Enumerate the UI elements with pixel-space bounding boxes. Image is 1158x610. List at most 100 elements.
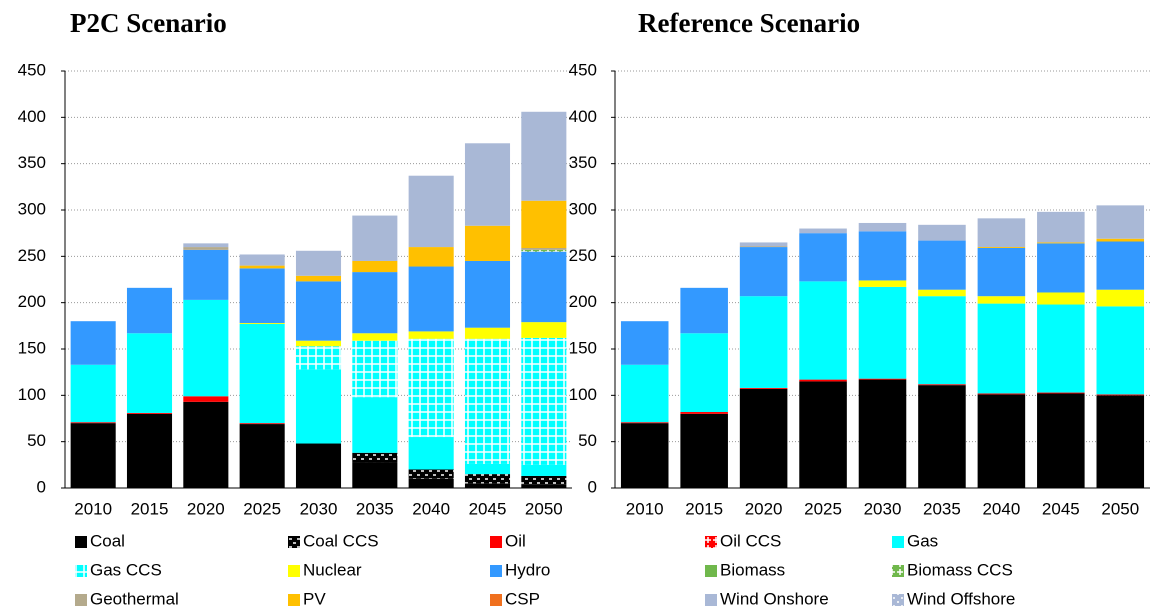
bar-segment bbox=[858, 378, 907, 380]
y-tick-label: 300 bbox=[18, 199, 46, 218]
x-tick-label: 2050 bbox=[525, 499, 563, 518]
bar-segment bbox=[739, 242, 788, 247]
bar-segment bbox=[239, 268, 285, 324]
x-tick-label: 2050 bbox=[1101, 499, 1139, 518]
legend-label: Gas CCS bbox=[90, 560, 162, 579]
bar-segment bbox=[680, 412, 728, 414]
legend-label: Geothermal bbox=[90, 589, 179, 608]
series: Hydro bbox=[70, 249, 567, 365]
bar-segment bbox=[918, 289, 966, 297]
bar-segment bbox=[352, 272, 398, 334]
bar-segment bbox=[918, 224, 966, 241]
bar-segment bbox=[183, 249, 229, 300]
y-tick-label: 400 bbox=[18, 107, 46, 126]
series: Biomass CCS bbox=[521, 249, 567, 252]
legend-label: Biomass CCS bbox=[907, 560, 1013, 579]
bar-segment bbox=[239, 423, 285, 425]
series: Coal bbox=[620, 379, 1145, 488]
bar-segment bbox=[352, 333, 398, 341]
y-tick-label: 100 bbox=[569, 385, 597, 404]
bar-segment bbox=[408, 266, 454, 332]
y-tick-label: 50 bbox=[578, 431, 597, 450]
bar-segment bbox=[352, 260, 398, 273]
series: Hydro bbox=[620, 231, 1145, 365]
bar-segment bbox=[183, 401, 229, 488]
bar-segment bbox=[521, 484, 567, 488]
bar-segment bbox=[183, 299, 229, 397]
bar-segment bbox=[858, 286, 907, 379]
bar-segment bbox=[408, 437, 454, 470]
legend-label: Hydro bbox=[505, 560, 550, 579]
y-tick-label: 150 bbox=[18, 338, 46, 357]
bar-segment bbox=[680, 333, 728, 413]
bar-segment bbox=[295, 281, 342, 341]
legend-swatch bbox=[75, 594, 87, 606]
series: PV bbox=[977, 238, 1145, 248]
bar-segment bbox=[70, 422, 116, 424]
bar-segment bbox=[918, 296, 966, 385]
legend-label: CSP bbox=[505, 589, 540, 608]
y-tick-label: 300 bbox=[569, 199, 597, 218]
bar-segment bbox=[977, 247, 1026, 297]
x-tick-label: 2020 bbox=[187, 499, 225, 518]
bar-segment bbox=[521, 249, 567, 252]
bar-segment bbox=[977, 247, 1026, 248]
series: Gas CCS bbox=[295, 337, 567, 465]
bar-segment bbox=[295, 369, 342, 444]
legend-label: Wind Offshore bbox=[907, 589, 1015, 608]
bar-segment bbox=[408, 338, 454, 438]
bar-segment bbox=[464, 474, 511, 484]
bar-segment bbox=[239, 254, 285, 266]
bar-segment bbox=[1037, 292, 1085, 305]
bar-segment bbox=[1096, 394, 1145, 396]
bar-segment bbox=[918, 385, 966, 488]
bar-segment bbox=[680, 413, 728, 488]
legend-swatch bbox=[75, 565, 87, 577]
bar-segment bbox=[1096, 306, 1145, 395]
bar-segment bbox=[408, 247, 454, 267]
bar-segment bbox=[1096, 238, 1145, 242]
bar-segment bbox=[799, 233, 847, 282]
bar-segment bbox=[521, 247, 567, 250]
legend-label: Gas bbox=[907, 531, 938, 550]
x-tick-label: 2040 bbox=[412, 499, 450, 518]
bar-segment bbox=[239, 265, 285, 269]
series: PV bbox=[239, 200, 567, 282]
bar-segment bbox=[408, 331, 454, 339]
bar-segment bbox=[408, 469, 454, 479]
legend-label: Oil CCS bbox=[720, 531, 781, 550]
y-tick-label: 100 bbox=[18, 385, 46, 404]
bar-segment bbox=[408, 175, 454, 248]
bar-segment bbox=[620, 422, 669, 424]
bar-segment bbox=[977, 394, 1026, 488]
bar-segment bbox=[1037, 393, 1085, 488]
legend-swatch bbox=[892, 594, 904, 606]
x-tick-label: 2035 bbox=[356, 499, 394, 518]
bar-segment bbox=[183, 243, 229, 248]
bar-segment bbox=[521, 200, 567, 248]
legend-label: Coal bbox=[90, 531, 125, 550]
bar-segment bbox=[977, 296, 1026, 304]
bar-segment bbox=[352, 340, 398, 398]
bar-segment bbox=[464, 260, 511, 328]
bar-segment bbox=[799, 281, 847, 380]
bar-segment bbox=[70, 364, 116, 423]
bar-segment bbox=[739, 388, 788, 488]
bar-segment bbox=[521, 475, 567, 485]
series: Gas bbox=[70, 299, 567, 476]
bar-segment bbox=[739, 246, 788, 248]
x-tick-label: 2045 bbox=[469, 499, 507, 518]
bar-segment bbox=[126, 412, 173, 414]
bar-segment bbox=[126, 287, 173, 334]
x-tick-label: 2015 bbox=[685, 499, 723, 518]
series: Coal bbox=[70, 401, 567, 488]
bar-segment bbox=[239, 323, 285, 424]
legend-swatch bbox=[490, 565, 502, 577]
x-tick-label: 2025 bbox=[243, 499, 281, 518]
bar-segment bbox=[918, 384, 966, 386]
bar-segment bbox=[1096, 241, 1145, 290]
bar-segment bbox=[521, 251, 567, 323]
y-tick-label: 450 bbox=[569, 60, 597, 79]
bar-segment bbox=[620, 423, 669, 488]
